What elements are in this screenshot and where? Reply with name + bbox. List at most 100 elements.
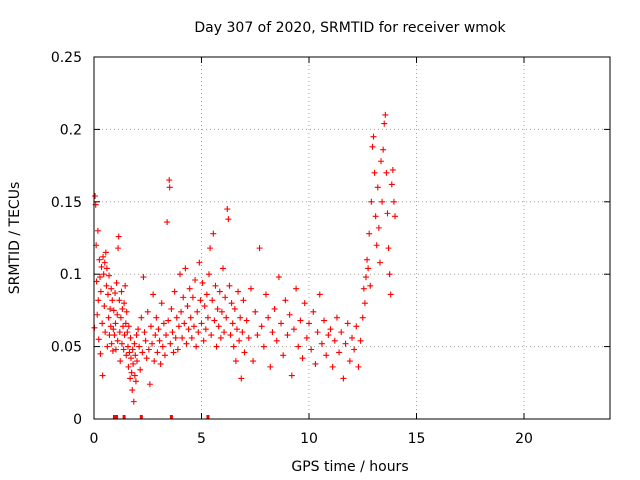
data-point: [170, 349, 177, 356]
data-point: [197, 297, 204, 304]
data-point: [92, 193, 99, 200]
data-point: [121, 300, 128, 307]
data-point: [378, 158, 385, 165]
data-point: [314, 329, 321, 336]
data-point: [254, 332, 261, 339]
y-tick-label: 0.2: [60, 122, 82, 138]
data-point: [129, 387, 136, 394]
data-point: [193, 343, 200, 350]
data-point: [114, 337, 121, 344]
data-point: [98, 263, 105, 270]
data-point: [107, 305, 114, 312]
data-point: [376, 259, 383, 266]
data-point: [331, 337, 338, 344]
data-point: [380, 146, 387, 153]
data-point: [213, 343, 220, 350]
data-point: [109, 297, 116, 304]
x-tick-label: 15: [408, 431, 426, 447]
data-point: [230, 343, 237, 350]
data-point: [220, 265, 226, 272]
data-point: [265, 314, 272, 321]
data-point: [382, 111, 389, 118]
data-point: [215, 323, 222, 330]
data-point: [293, 285, 300, 292]
data-point: [97, 288, 104, 295]
data-point: [384, 210, 391, 217]
data-point: [239, 329, 246, 336]
data-point: [198, 320, 205, 327]
data-point: [141, 329, 148, 336]
data-point: [367, 282, 374, 289]
data-point: [163, 332, 170, 339]
data-point: [194, 308, 201, 315]
x-tick-label: 20: [515, 431, 533, 447]
data-point: [167, 340, 174, 347]
data-point: [171, 288, 178, 295]
data-point: [357, 337, 364, 344]
data-point: [258, 323, 265, 330]
data-point: [224, 206, 231, 213]
data-point: [381, 120, 388, 127]
data-point: [99, 320, 106, 327]
data-point: [252, 308, 259, 315]
data-point: [240, 297, 247, 304]
data-point: [177, 271, 183, 278]
data-point: [308, 346, 315, 353]
data-point: [200, 337, 207, 344]
data-point: [112, 320, 119, 327]
data-point: [222, 294, 229, 301]
data-point: [112, 346, 119, 353]
data-point: [127, 355, 134, 362]
data-point: [128, 369, 135, 376]
data-point: [329, 363, 336, 370]
chart-title: Day 307 of 2020, SRMTID for receiver wmo…: [194, 20, 506, 36]
data-point: [214, 305, 221, 312]
data-point: [368, 198, 375, 205]
data-point: [103, 265, 110, 272]
data-point: [106, 272, 113, 279]
data-point: [102, 329, 109, 336]
data-point: [95, 336, 102, 343]
data-point: [196, 259, 203, 266]
data-point: [297, 317, 304, 324]
data-point: [349, 334, 355, 341]
data-point: [99, 372, 106, 379]
data-point: [127, 375, 134, 382]
data-point: [152, 332, 159, 339]
data-point: [161, 352, 168, 359]
data-point: [120, 323, 127, 330]
data-point: [321, 317, 328, 324]
data-point: [199, 279, 206, 286]
data-point: [144, 308, 151, 315]
axis-ticks-layer: [93, 56, 610, 420]
data-point: [295, 343, 302, 350]
y-tick-label: 0: [73, 412, 82, 428]
data-point: [136, 343, 143, 350]
data-point: [113, 279, 120, 286]
data-point: [112, 290, 119, 297]
data-point: [385, 245, 392, 252]
data-point: [158, 300, 165, 307]
data-point: [202, 326, 209, 333]
data-point: [100, 253, 107, 260]
data-point: [130, 360, 137, 367]
data-point: [147, 323, 154, 330]
data-point: [116, 297, 123, 304]
data-point: [346, 358, 353, 365]
data-point: [173, 314, 180, 321]
data-point: [243, 317, 250, 324]
data-point: [174, 346, 181, 353]
y-tick-label: 0.05: [51, 340, 82, 356]
data-point: [123, 352, 130, 359]
grid-layer: [94, 57, 610, 419]
data-points-layer: [91, 111, 398, 419]
data-point: [362, 274, 369, 281]
data-point: [237, 314, 244, 321]
data-point: [372, 213, 379, 220]
data-point: [235, 288, 242, 295]
data-point: [160, 320, 167, 327]
data-point: [122, 320, 129, 327]
data-point: [228, 300, 235, 307]
data-point: [178, 308, 185, 315]
data-point: [93, 278, 100, 285]
